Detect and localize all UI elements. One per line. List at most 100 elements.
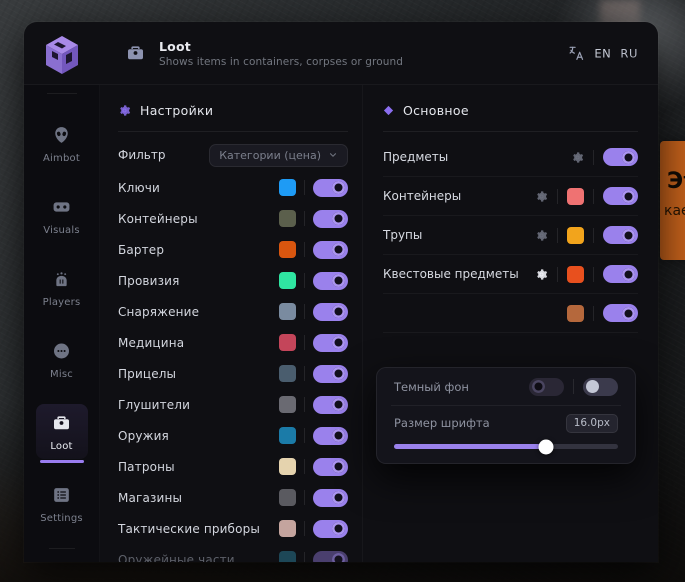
gear-icon[interactable]: [535, 229, 548, 242]
loot-category-toggle[interactable]: [313, 333, 348, 352]
loot-category-label: Оружия: [118, 428, 169, 443]
lang-ru-button[interactable]: RU: [620, 46, 638, 60]
sidebar-item-players[interactable]: Players: [36, 260, 88, 315]
popup-rule: [391, 405, 621, 406]
popup-separator: [573, 379, 574, 394]
loot-category-row: Провизия: [118, 265, 348, 296]
loot-category-toggle[interactable]: [313, 488, 348, 507]
dots-icon: [51, 341, 72, 362]
loot-category-row: Медицина: [118, 327, 348, 358]
loot-category-toggle[interactable]: [313, 209, 348, 228]
main-panel-rule: [383, 131, 638, 132]
main-option-toggle[interactable]: [603, 148, 638, 166]
sidebar: Aimbot Visuals Players Misc Loot Setting…: [24, 85, 100, 562]
row-separator: [557, 266, 558, 282]
color-swatch[interactable]: [567, 187, 584, 205]
font-size-label: Размер шрифта: [394, 416, 490, 430]
appearance-popup: Темный фон Размер шрифта 16.0px: [376, 367, 636, 464]
color-swatch[interactable]: [279, 551, 296, 562]
list-icon: [51, 485, 72, 506]
row-separator: [304, 211, 305, 226]
color-swatch[interactable]: [567, 304, 584, 322]
main-option-label: Трупы: [383, 228, 423, 242]
main-option-toggle[interactable]: [603, 304, 638, 322]
alien-icon: [51, 125, 72, 146]
loot-category-toggle[interactable]: [313, 395, 348, 414]
loot-category-toggle[interactable]: [313, 426, 348, 445]
header-text-block: Loot Shows items in containers, corpses …: [159, 39, 403, 68]
sidebar-item-loot[interactable]: Loot: [35, 403, 88, 463]
row-separator: [557, 188, 558, 204]
gear-icon[interactable]: [535, 268, 548, 281]
row-separator: [593, 266, 594, 282]
dark-background-toggle-right[interactable]: [583, 377, 618, 396]
font-size-slider-thumb[interactable]: [538, 439, 554, 454]
main-option-toggle[interactable]: [603, 226, 638, 244]
color-swatch[interactable]: [279, 272, 296, 289]
color-swatch[interactable]: [567, 265, 584, 283]
sidebar-item-settings[interactable]: Settings: [36, 476, 88, 531]
color-swatch[interactable]: [279, 303, 296, 320]
row-separator: [304, 273, 305, 288]
gear-icon[interactable]: [535, 190, 548, 203]
sidebar-item-misc[interactable]: Misc: [36, 332, 88, 387]
loot-category-list: Ключи Контейнеры Бартер Провизия Снаряжение М…: [118, 172, 348, 562]
settings-panel: Настройки Фильтр Категории (цена) Ключи К…: [100, 85, 362, 562]
row-separator: [593, 227, 594, 243]
color-swatch[interactable]: [279, 210, 296, 227]
filter-label: Фильтр: [118, 148, 166, 162]
row-separator: [304, 397, 305, 412]
color-swatch[interactable]: [279, 520, 296, 537]
main-option-toggle[interactable]: [603, 265, 638, 283]
settings-panel-rule: [118, 131, 348, 132]
color-swatch[interactable]: [279, 365, 296, 382]
loot-category-toggle[interactable]: [313, 550, 348, 562]
color-swatch[interactable]: [279, 427, 296, 444]
font-size-slider-fill: [394, 444, 547, 449]
loot-category-toggle[interactable]: [313, 302, 348, 321]
loot-category-label: Патроны: [118, 459, 175, 474]
translate-icon: [568, 45, 585, 62]
chevron-down-icon: [328, 150, 338, 160]
sidebar-item-label: Misc: [50, 368, 73, 380]
loot-category-label: Прицелы: [118, 366, 177, 381]
row-separator: [304, 552, 305, 562]
row-separator: [593, 188, 594, 204]
sidebar-item-visuals[interactable]: Visuals: [36, 188, 88, 243]
loot-category-toggle[interactable]: [313, 240, 348, 259]
loot-category-toggle[interactable]: [313, 519, 348, 538]
filter-select[interactable]: Категории (цена): [209, 143, 348, 167]
loot-category-toggle[interactable]: [313, 457, 348, 476]
notification-title: Эт: [667, 169, 685, 194]
color-swatch[interactable]: [279, 179, 296, 196]
row-separator: [304, 335, 305, 350]
sidebar-item-label: Visuals: [43, 224, 80, 236]
lang-en-button[interactable]: EN: [594, 46, 612, 60]
row-separator: [557, 227, 558, 243]
notification-banner[interactable]: Эт кае: [660, 141, 685, 260]
dark-background-toggle-left[interactable]: [529, 377, 564, 396]
main-option-toggle[interactable]: [603, 187, 638, 205]
font-size-slider[interactable]: [394, 439, 618, 454]
color-swatch[interactable]: [279, 458, 296, 475]
color-swatch[interactable]: [279, 241, 296, 258]
color-swatch[interactable]: [279, 396, 296, 413]
main-option-row: Предметы: [383, 138, 638, 177]
loot-category-toggle[interactable]: [313, 178, 348, 197]
settings-panel-header: Настройки: [118, 103, 348, 131]
sidebar-item-label: Loot: [50, 440, 73, 452]
loot-category-label: Магазины: [118, 490, 183, 505]
color-swatch[interactable]: [279, 489, 296, 506]
loot-category-row: Патроны: [118, 451, 348, 482]
color-swatch[interactable]: [279, 334, 296, 351]
loot-category-toggle[interactable]: [313, 364, 348, 383]
loot-category-label: Медицина: [118, 335, 185, 350]
diamond-icon: [383, 105, 394, 116]
color-swatch[interactable]: [567, 226, 584, 244]
sidebar-item-aimbot[interactable]: Aimbot: [36, 116, 88, 171]
loot-category-toggle[interactable]: [313, 271, 348, 290]
sidebar-item-label: Settings: [40, 512, 83, 524]
row-separator: [304, 428, 305, 443]
gear-icon[interactable]: [571, 151, 584, 164]
content-area: Настройки Фильтр Категории (цена) Ключи К…: [100, 85, 658, 562]
